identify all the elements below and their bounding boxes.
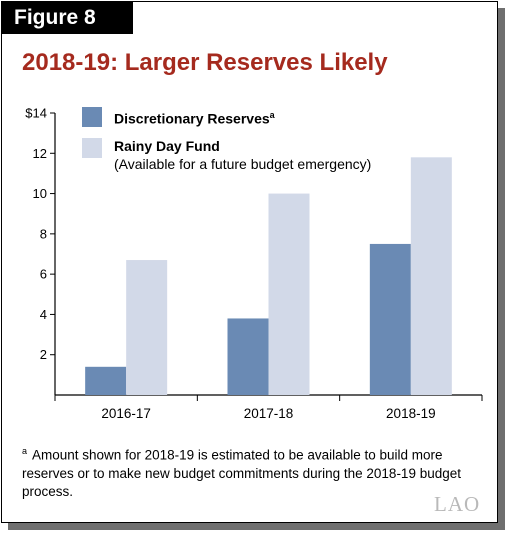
legend-item-discretionary: Discretionary Reservesa bbox=[82, 106, 275, 128]
legend-label-rainy-day: Rainy Day Fund bbox=[114, 138, 220, 154]
legend-sublabel-rainy-day: (Available for a future budget emergency… bbox=[114, 156, 372, 172]
legend-swatch-discretionary bbox=[82, 107, 102, 127]
y-tick-label: 8 bbox=[40, 226, 47, 241]
bar-rainy-day-fund bbox=[410, 157, 452, 395]
y-tick-label: $14 bbox=[25, 106, 47, 121]
legend-swatch-rainy-day bbox=[82, 138, 102, 158]
y-tick-label: 4 bbox=[40, 307, 47, 322]
figure-label: Figure 8 bbox=[2, 2, 133, 34]
bar-chart: 2 4 6 8 10 12 $14 2016-17 2017-18 2018-19 bbox=[25, 106, 483, 421]
bar-discretionary-reserves bbox=[369, 243, 411, 395]
y-tick-label: 2 bbox=[40, 347, 47, 362]
footnote: a Amount shown for 2018-19 is estimated t… bbox=[22, 442, 487, 501]
x-tick-label: 2016-17 bbox=[101, 406, 151, 421]
footnote-text: Amount shown for 2018-19 is estimated to… bbox=[22, 447, 461, 499]
bar-rainy-day-fund bbox=[126, 260, 168, 395]
bar-rainy-day-fund bbox=[268, 193, 310, 395]
legend-label-discretionary: Discretionary Reserves bbox=[114, 110, 270, 127]
bar-discretionary-reserves bbox=[227, 318, 269, 395]
figure-frame: Figure 8 2018-19: Larger Reserves Likely… bbox=[1, 1, 498, 523]
y-tick-label: 10 bbox=[33, 186, 47, 201]
legend-footnote-marker: a bbox=[269, 110, 275, 120]
x-tick-label: 2017-18 bbox=[244, 406, 294, 421]
lao-logo: LAO bbox=[434, 492, 481, 516]
x-axis: 2016-17 2017-18 2018-19 bbox=[54, 394, 483, 421]
y-tick-label: 12 bbox=[33, 146, 47, 161]
x-tick-label: 2018-19 bbox=[386, 406, 436, 421]
chart-title: 2018-19: Larger Reserves Likely bbox=[22, 49, 388, 76]
legend-item-rainy-day: Rainy Day Fund (Available for a future bu… bbox=[82, 137, 371, 173]
bar-discretionary-reserves bbox=[85, 366, 127, 395]
bars bbox=[85, 157, 452, 395]
y-tick-label: 6 bbox=[40, 267, 47, 282]
y-axis: 2 4 6 8 10 12 $14 bbox=[25, 106, 56, 395]
footnote-marker: a bbox=[22, 446, 28, 456]
